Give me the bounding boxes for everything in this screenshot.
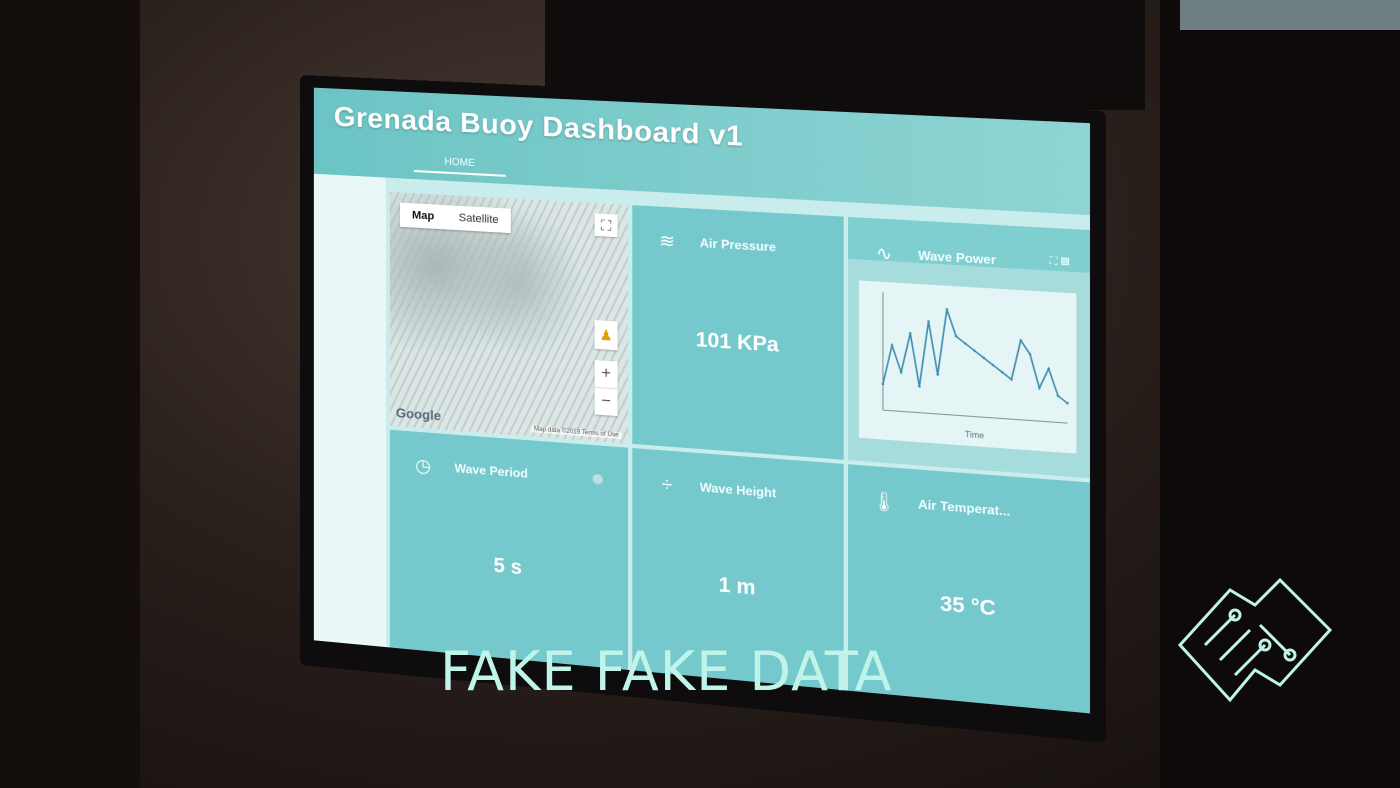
chart-point xyxy=(982,356,985,359)
wave-power-chart-svg: Time xyxy=(859,280,1077,453)
background-shelf xyxy=(1180,0,1400,30)
app-title: Grenada Buoy Dashboard v1 xyxy=(334,101,743,153)
chart-point xyxy=(1057,395,1060,398)
chart-x-label: Time xyxy=(965,430,985,441)
chart-point xyxy=(964,342,967,345)
chart-point xyxy=(973,349,976,352)
map-tab-satellite[interactable]: Satellite xyxy=(446,205,511,233)
chart-x-axis xyxy=(883,410,1067,423)
map-card[interactable]: Map Satellite ⛶ ♟ + − Google Map data ©2… xyxy=(390,192,628,444)
chart-point xyxy=(1001,371,1004,374)
wave-power-label: Wave Power xyxy=(918,248,996,267)
status-dot xyxy=(593,474,603,485)
fullscreen-icon[interactable]: ⛶ xyxy=(595,213,618,237)
sine-wave-icon: ∿ xyxy=(872,241,896,266)
wave-power-chart: Time xyxy=(859,280,1077,453)
air-temperature-value: 35 °C xyxy=(848,585,1090,630)
height-icon: ÷ xyxy=(655,472,678,497)
wave-period-value: 5 s xyxy=(390,546,628,590)
air-pressure-card: ≋ Air Pressure 101 KPa xyxy=(632,205,843,460)
wave-power-card: ∿ Wave Power ⛶ ▤ Time xyxy=(848,217,1090,478)
chart-point xyxy=(992,364,995,367)
background-wall xyxy=(0,0,140,788)
chart-point xyxy=(955,335,958,338)
air-temperature-label: Air Temperat... xyxy=(918,497,1010,519)
caption-overlay: FAKE FAKE DATA xyxy=(440,640,893,703)
card-grid: Map Satellite ⛶ ♟ + − Google Map data ©2… xyxy=(390,192,1079,712)
side-panel xyxy=(314,174,386,647)
map-tab-map[interactable]: Map xyxy=(400,203,447,230)
air-pressure-label: Air Pressure xyxy=(700,236,776,255)
chart-point xyxy=(1066,402,1069,405)
zoom-out-button[interactable]: − xyxy=(595,387,618,416)
chart-point xyxy=(1029,353,1032,356)
wave-height-value: 1 m xyxy=(632,566,843,608)
clock-icon: ◷ xyxy=(412,454,434,478)
thermometer-icon: 🌡 xyxy=(872,489,896,514)
nav-home-tab[interactable]: HOME xyxy=(444,156,475,169)
zoom-in-button[interactable]: + xyxy=(595,360,618,388)
circuit-logo xyxy=(1160,570,1350,720)
chart-tools-icon[interactable]: ⛶ ▤ xyxy=(1050,256,1070,269)
wave-height-label: Wave Height xyxy=(700,480,776,501)
wave-period-label: Wave Period xyxy=(455,461,528,481)
map-zoom-control: + − xyxy=(595,360,618,416)
air-pressure-value: 101 KPa xyxy=(632,325,843,363)
dashboard-screen: Grenada Buoy Dashboard v1 HOME Map Satel… xyxy=(314,88,1090,714)
pegman-icon[interactable]: ♟ xyxy=(595,320,618,350)
wind-icon: ≋ xyxy=(655,229,678,253)
